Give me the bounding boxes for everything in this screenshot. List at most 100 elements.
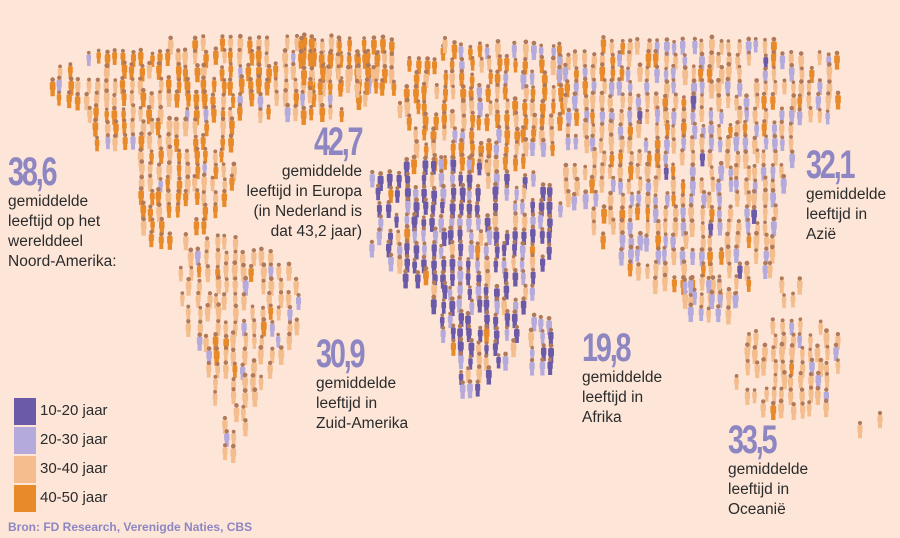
person-figure xyxy=(206,360,212,378)
person-figure xyxy=(442,125,447,141)
person-figure xyxy=(421,226,426,242)
person-figure xyxy=(461,113,467,131)
person-figure xyxy=(294,317,300,336)
person-figure xyxy=(112,78,118,95)
person-figure xyxy=(130,117,135,135)
person-figure xyxy=(219,34,226,52)
person-figure xyxy=(789,318,795,336)
person-figure xyxy=(746,50,752,66)
person-figure xyxy=(771,386,777,403)
person-figure xyxy=(754,360,760,379)
person-figure xyxy=(652,275,659,295)
person-figure xyxy=(764,386,769,402)
person-figure xyxy=(493,257,499,273)
person-figure xyxy=(562,93,568,110)
person-figure xyxy=(452,126,458,144)
person-figure xyxy=(229,116,235,135)
person-figure xyxy=(433,112,439,131)
person-figure xyxy=(476,364,483,384)
person-figure xyxy=(140,200,147,220)
person-figure xyxy=(339,107,344,123)
person-figure xyxy=(679,148,685,166)
label-zuid-amerika: 30,9 gemiddelde leeftijd in Zuid-Amerika xyxy=(316,334,408,434)
person-figure xyxy=(149,117,155,134)
person-figure xyxy=(450,269,455,287)
person-figure xyxy=(751,345,758,365)
person-figure xyxy=(754,121,759,137)
person-figure xyxy=(806,91,812,109)
person-figure xyxy=(664,135,670,155)
value-europa: 42,7 xyxy=(314,120,364,164)
person-figure xyxy=(655,246,662,265)
person-figure xyxy=(210,175,215,192)
person-figure xyxy=(635,262,642,281)
person-figure xyxy=(406,113,412,131)
person-figure xyxy=(700,204,706,221)
person-figure xyxy=(571,91,578,111)
person-figure xyxy=(663,150,669,167)
person-figure xyxy=(599,90,605,110)
person-figure xyxy=(215,361,221,379)
person-figure xyxy=(734,189,740,207)
person-figure xyxy=(726,286,732,306)
person-figure xyxy=(182,116,189,137)
person-figure xyxy=(173,116,180,137)
person-figure xyxy=(355,63,362,82)
person-figure xyxy=(224,429,230,447)
person-figure xyxy=(599,62,606,82)
person-figure xyxy=(707,149,713,167)
person-figure xyxy=(825,344,830,361)
person-figure xyxy=(790,401,797,421)
person-figure xyxy=(644,161,651,182)
person-figure xyxy=(520,125,526,143)
person-figure xyxy=(275,332,281,348)
person-figure xyxy=(542,83,548,101)
person-figure xyxy=(405,196,411,215)
person-figure xyxy=(450,338,457,356)
person-figure xyxy=(773,149,779,166)
person-figure xyxy=(540,137,547,157)
person-figure xyxy=(296,292,302,310)
person-figure xyxy=(192,117,198,135)
person-figure xyxy=(620,38,626,55)
person-figure xyxy=(724,76,731,96)
person-figure xyxy=(278,290,284,308)
person-figure xyxy=(167,35,174,55)
person-figure xyxy=(823,328,830,349)
person-figure xyxy=(742,133,749,152)
person-figure xyxy=(285,290,292,308)
person-figure xyxy=(442,84,449,102)
person-figure xyxy=(276,305,281,321)
person-figure xyxy=(158,177,163,193)
person-figure xyxy=(495,39,501,59)
person-figure xyxy=(440,325,446,343)
person-figure xyxy=(459,380,466,399)
person-figure xyxy=(484,113,490,132)
person-figure xyxy=(540,329,545,345)
person-figure xyxy=(737,261,743,279)
person-figure xyxy=(682,65,689,86)
person-figure xyxy=(386,169,393,189)
person-figure xyxy=(523,283,529,301)
person-figure xyxy=(469,298,475,315)
person-figure xyxy=(421,81,427,100)
person-figure xyxy=(540,182,546,202)
person-figure xyxy=(717,192,723,209)
person-figure xyxy=(261,278,266,295)
person-figure xyxy=(376,200,382,218)
person-figure xyxy=(800,345,805,362)
person-figure xyxy=(634,245,640,262)
person-figure xyxy=(203,105,209,123)
person-figure xyxy=(200,34,206,52)
person-figure xyxy=(663,232,668,248)
person-figure xyxy=(138,186,144,206)
person-figure xyxy=(375,183,381,201)
person-figure xyxy=(207,291,213,309)
person-figure xyxy=(165,174,171,191)
person-figure xyxy=(682,277,688,294)
person-figure xyxy=(327,79,333,96)
person-figure xyxy=(539,227,545,244)
person-figure xyxy=(183,232,189,251)
person-figure xyxy=(56,90,62,106)
person-figure xyxy=(770,317,776,335)
